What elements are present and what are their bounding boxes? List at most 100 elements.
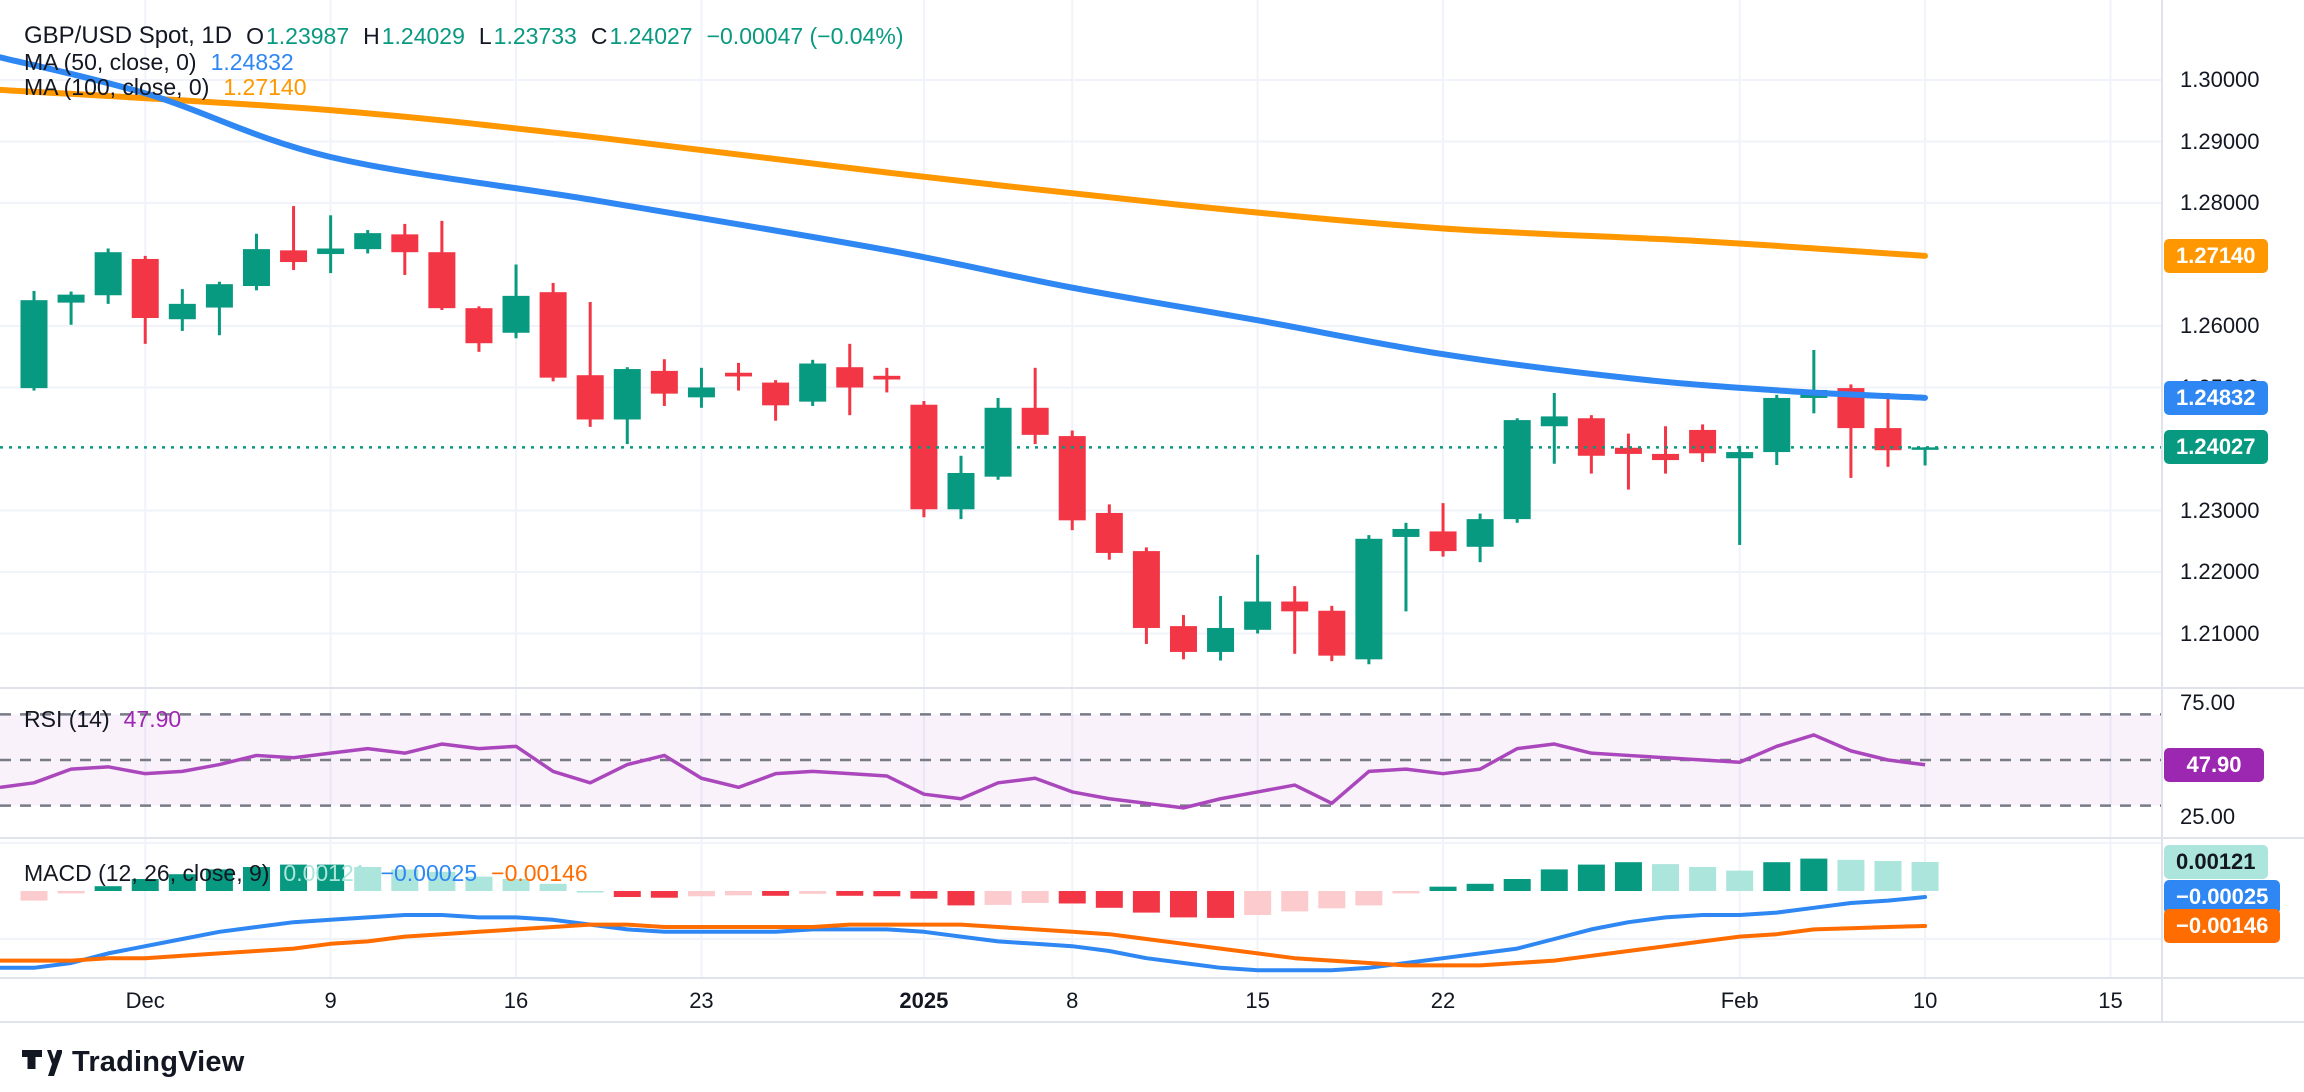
rsi-plot-line (0, 733, 1926, 810)
candle (1577, 415, 1605, 474)
candle (1244, 554, 1272, 634)
candle-wick (1441, 503, 1445, 557)
rsi-value-badge: 47.90 (2164, 747, 2264, 782)
ma100-legend-row[interactable]: MA (100, close, 0) 1.27140 (24, 74, 307, 101)
candle (354, 230, 382, 254)
candle-wick (1552, 393, 1556, 464)
candle (57, 291, 85, 325)
candle-body (1392, 528, 1420, 537)
time-axis-label: 15 (1245, 988, 1270, 1013)
candle-body (762, 382, 790, 406)
macd-histogram-bar (1355, 891, 1383, 906)
candle-body (539, 292, 567, 378)
rsi-tick-label: 75.00 (2180, 690, 2236, 715)
time-axis-label: 9 (324, 988, 337, 1013)
macd-histogram-bar (1614, 862, 1642, 891)
candle-wick (1256, 554, 1260, 634)
price-tick-label: 1.22000 (2180, 559, 2260, 584)
candle-body (465, 308, 493, 344)
candle (910, 401, 938, 518)
candle (1132, 547, 1160, 644)
candle (1095, 504, 1123, 560)
ma50-legend-row[interactable]: MA (50, close, 0) 1.24832 (24, 49, 294, 76)
symbol-legend-row[interactable]: GBP/USD Spot, 1D O1.23987 H1.24029 L1.23… (24, 22, 904, 50)
macd-signal-line (0, 922, 1928, 968)
time-axis-label: 16 (503, 988, 529, 1013)
macd-histogram-bar (836, 891, 864, 896)
candle (1689, 424, 1717, 462)
macd-histogram-bar (910, 891, 938, 899)
time-axis-label: 8 (1066, 988, 1079, 1013)
candle-body (725, 372, 753, 377)
macd-histogram-bar (280, 864, 308, 891)
candle (947, 455, 975, 520)
candle (20, 290, 48, 391)
macd-histogram-bar (1837, 859, 1865, 891)
candle-wick (217, 281, 221, 336)
ohlc-open: O1.23987 (246, 22, 350, 49)
pane-separators (0, 0, 2304, 1023)
candle (873, 367, 901, 393)
last-price-badge: 1.24027 (2164, 430, 2268, 465)
candle-wick (1849, 384, 1853, 478)
rsi-band (0, 713, 2162, 807)
candle-body (317, 248, 345, 255)
candle (1652, 426, 1680, 474)
candle-body (1318, 610, 1346, 656)
candle-body (94, 252, 122, 296)
candle (1503, 418, 1531, 523)
candle (725, 362, 753, 391)
macd-histogram-bar (1281, 891, 1309, 912)
candle (1058, 430, 1086, 531)
macd-histogram-bar (131, 879, 159, 891)
time-axis-label: 22 (1430, 988, 1456, 1013)
candle (205, 281, 233, 336)
macd-histogram-bar (168, 874, 196, 891)
candle-wick (1664, 426, 1668, 474)
time-axis-label: Feb (1720, 988, 1759, 1013)
macd-histogram-bar (650, 891, 678, 898)
candle (94, 248, 122, 304)
candle (502, 264, 530, 339)
macd-histogram-bar (502, 879, 530, 891)
candle-wick (69, 291, 73, 325)
tradingview-logo[interactable]: TradingView (22, 1046, 245, 1079)
ma50-price-badge: 1.24832 (2164, 380, 2268, 415)
candle-body (947, 472, 975, 510)
macd-histogram-bar (1726, 870, 1754, 891)
candle-wick (1404, 522, 1408, 612)
candle-body (1726, 452, 1754, 459)
macd-histogram-bar (576, 891, 604, 893)
time-axis-label: 23 (689, 988, 714, 1013)
candle-body (1540, 416, 1568, 427)
candle-wick (1923, 447, 1927, 466)
ohlc-close: C1.24027 (590, 22, 693, 49)
macd-histogram-bar (1652, 864, 1680, 891)
moving-averages (0, 54, 1928, 401)
macd-histogram-bar (1540, 869, 1568, 891)
candle-body (1244, 601, 1272, 630)
ma100-value: 1.27140 (223, 74, 307, 100)
candle-body (428, 252, 456, 309)
candle (1763, 394, 1791, 465)
candle-body (873, 375, 901, 380)
candle (762, 380, 790, 421)
candle-wick (885, 367, 889, 393)
candle (131, 255, 159, 344)
candle-body (1058, 436, 1086, 521)
candle (428, 220, 456, 311)
ma50-value: 1.24832 (210, 49, 294, 75)
macd-histogram-bar (984, 891, 1012, 905)
macd-legend-row[interactable]: MACD (12, 26, close, 9) 0.00121 −0.00025… (24, 860, 588, 887)
macd-histogram-bar (539, 883, 567, 891)
candle (1169, 615, 1197, 660)
candle (1281, 586, 1309, 654)
candle-body (613, 369, 641, 420)
price-tick-label: 1.26000 (2180, 313, 2260, 338)
macd-histogram-bar (205, 869, 233, 891)
candle (613, 367, 641, 445)
rsi-legend-row[interactable]: RSI (14) 47.90 (24, 706, 181, 733)
candle (1318, 605, 1346, 662)
rsi-line (0, 733, 1926, 810)
